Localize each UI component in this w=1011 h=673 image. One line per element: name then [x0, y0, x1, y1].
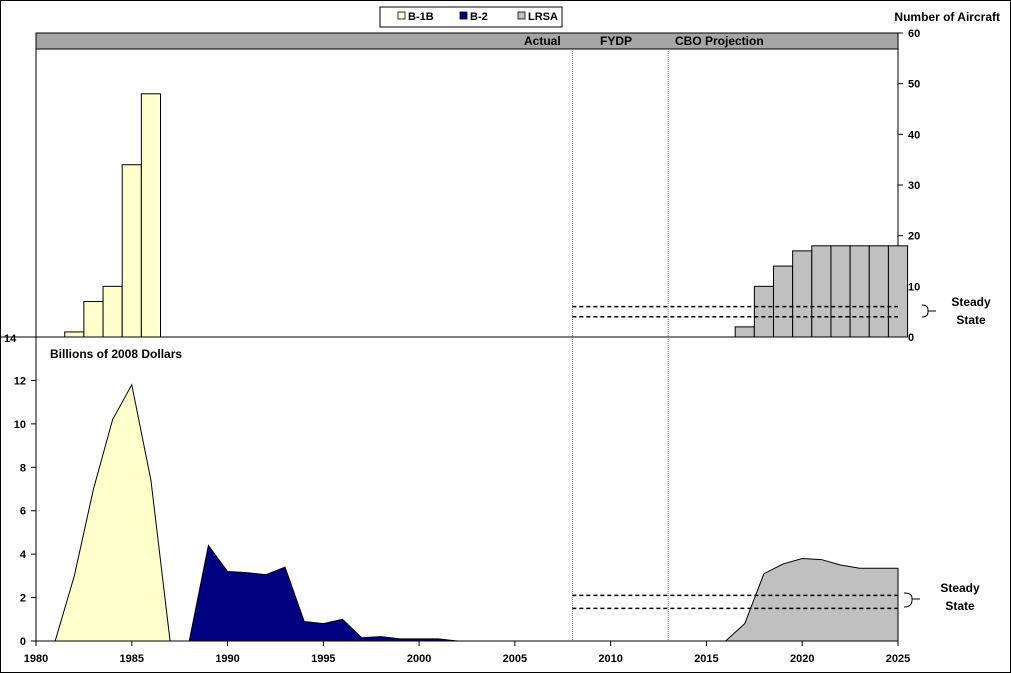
bottom-steady-state-line1: Steady [940, 581, 980, 595]
legend: B-1B B-2 LRSA [379, 6, 563, 28]
legend-item-lrsa: LRSA [517, 11, 558, 23]
top-bar-b-1b-1982 [64, 331, 85, 338]
top-y-tick-label-40: 40 [908, 129, 920, 141]
x-tick-label-1980: 1980 [24, 653, 48, 665]
header-fydp-label: FYDP [600, 34, 632, 48]
top-y-tick-label-20: 20 [908, 231, 920, 243]
top-y-tick-label-30: 30 [908, 180, 920, 192]
bottom-steady-state-line2: State [945, 599, 975, 613]
top-bar-lrsa-2024 [868, 245, 889, 338]
legend-label-b-1b: B-1B [408, 11, 434, 23]
bottom-area-b-1b [54, 383, 171, 642]
bottom-y-tick-label-8: 8 [20, 462, 26, 474]
x-tick-label-2010: 2010 [598, 653, 622, 665]
bottom-area-b-2 [188, 544, 458, 642]
top-steady-state-annotation: Steady State [921, 295, 991, 327]
legend-box [379, 6, 563, 28]
period-separators [571, 49, 669, 641]
bottom-steady-state-annotation: Steady State [903, 581, 980, 613]
x-tick-label-1995: 1995 [311, 653, 335, 665]
top-steady-state-line1: Steady [951, 295, 991, 309]
top-y-tick-label-60: 60 [908, 28, 920, 40]
top-bar-lrsa-2021 [811, 245, 832, 338]
legend-label-lrsa: LRSA [528, 11, 558, 23]
x-tick-label-1985: 1985 [120, 653, 144, 665]
top-bar-lrsa-2017 [734, 326, 755, 338]
x-tick-label-2015: 2015 [694, 653, 718, 665]
bottom-y-tick-label-0: 0 [20, 636, 26, 648]
x-tick-label-2000: 2000 [407, 653, 431, 665]
period-header-background [35, 32, 899, 50]
legend-item-b-2: B-2 [459, 11, 488, 23]
top-steady-state-line2: State [956, 313, 986, 327]
header-cbo-label: CBO Projection [675, 34, 764, 48]
bottom-y-tick-label-2: 2 [20, 593, 26, 605]
header-actual-label: Actual [524, 34, 561, 48]
x-tick-label-2025: 2025 [886, 653, 910, 665]
legend-swatch-b-1b [397, 11, 406, 20]
top-left-label: 14 [4, 333, 17, 345]
top-bar-b-1b-1985 [121, 164, 142, 338]
top-bar-lrsa-2025 [887, 245, 909, 338]
top-bar-lrsa-2018 [753, 285, 774, 338]
x-tick-label-1990: 1990 [215, 653, 239, 665]
top-y-tick-label-0: 0 [908, 332, 914, 344]
top-y-tick-label-10: 10 [908, 281, 920, 293]
legend-swatch-b-2 [459, 11, 468, 20]
x-tick-label-2005: 2005 [503, 653, 527, 665]
top-bar-b-1b-1983 [83, 301, 104, 338]
aircraft-bar-chart: 0 10 20 30 40 50 60 [64, 28, 920, 344]
top-bar-b-1b-1986 [140, 93, 162, 338]
x-tick-label-2020: 2020 [790, 653, 814, 665]
top-bar-lrsa-2022 [830, 245, 851, 338]
legend-swatch-lrsa [517, 11, 526, 20]
period-header-bar: Actual FYDP CBO Projection [35, 32, 899, 50]
top-bar-lrsa-2023 [849, 245, 870, 338]
top-steady-state-brace [921, 304, 936, 318]
legend-item-b-1b: B-1B [397, 11, 434, 23]
bottom-area-lrsa [724, 557, 899, 642]
bottom-y-tick-label-12: 12 [14, 375, 26, 387]
bottom-y-tick-label-10: 10 [14, 419, 26, 431]
cost-area-chart: 0 2 4 6 8 10 12 1980 1985 1990 1995 2000 2005 2010 201… [14, 336, 910, 665]
top-bar-b-1b-1984 [102, 285, 123, 338]
bottom-y-tick-label-6: 6 [20, 506, 26, 518]
legend-label-b-2: B-2 [470, 11, 488, 23]
bottom-steady-state-brace [903, 592, 920, 608]
top-bar-lrsa-2020 [792, 250, 813, 338]
top-bar-lrsa-2019 [772, 265, 794, 338]
top-right-axis-title: Number of Aircraft [894, 10, 1000, 24]
bottom-panel-title: Billions of 2008 Dollars [50, 347, 182, 361]
top-y-tick-label-50: 50 [908, 79, 920, 91]
bottom-y-tick-label-4: 4 [20, 549, 27, 561]
